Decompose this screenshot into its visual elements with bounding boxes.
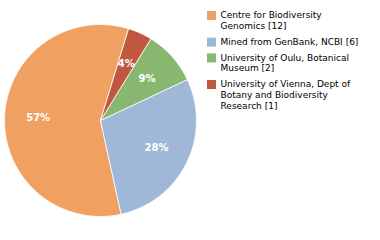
svg-text:Centre for BiodiversityGenomic: Centre for BiodiversityGenomics [12] <box>221 10 323 31</box>
svg-text:57%: 57% <box>26 112 50 123</box>
svg-text:9%: 9% <box>139 73 156 84</box>
svg-text:4%: 4% <box>118 58 135 69</box>
svg-text:Mined from GenBank, NCBI [6]: Mined from GenBank, NCBI [6] <box>221 37 359 47</box>
svg-text:28%: 28% <box>145 142 169 153</box>
svg-text:University of Oulu, BotanicalM: University of Oulu, BotanicalMuseum [2] <box>221 53 349 74</box>
svg-text:University of Vienna, Dept ofB: University of Vienna, Dept ofBotany and … <box>221 79 352 111</box>
